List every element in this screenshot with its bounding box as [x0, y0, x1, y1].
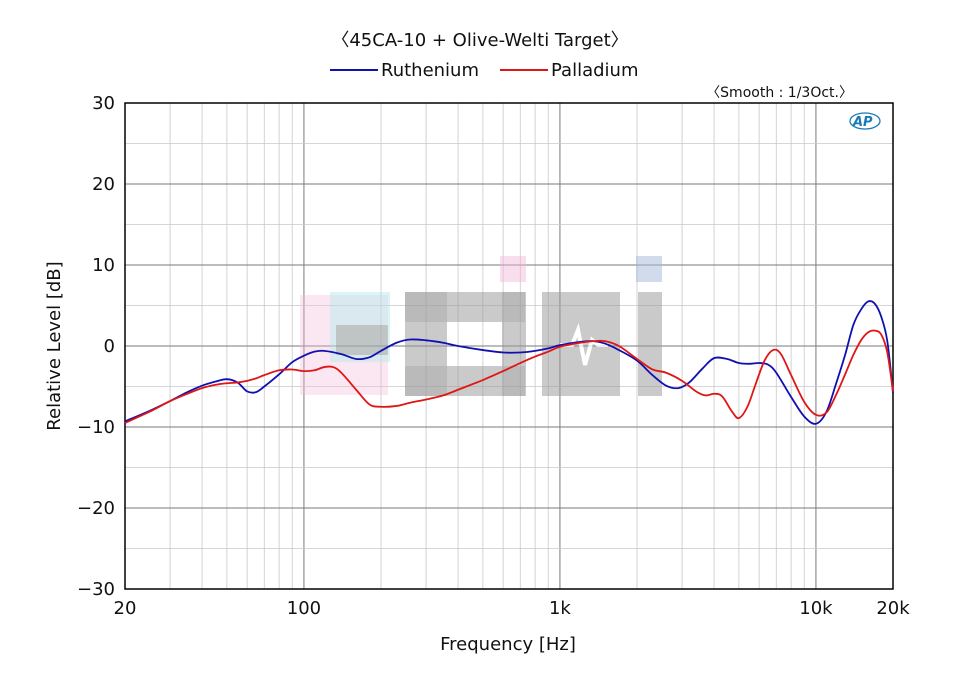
- y-axis-ticks: 30 20 10 0 −10 −20 −30: [77, 93, 115, 600]
- svg-text:AP: AP: [852, 115, 873, 130]
- legend-label-palladium: Palladium: [551, 60, 638, 81]
- smoothing-note: 〈Smooth : 1/3Oct.〉: [706, 85, 853, 101]
- series-group: [124, 300, 894, 425]
- legend-label-ruthenium: Ruthenium: [381, 60, 479, 81]
- x-axis-label: Frequency [Hz]: [440, 634, 576, 655]
- watermark-logo-icon: [300, 256, 662, 396]
- y-tick-label: −30: [77, 579, 115, 600]
- legend: Ruthenium Palladium: [330, 60, 638, 81]
- x-tick-label: 1k: [549, 598, 571, 619]
- y-axis-label: Relative Level [dB]: [44, 261, 65, 430]
- x-axis-ticks: 20 100 1k 10k 20k: [114, 598, 911, 619]
- series-line-palladium: [124, 329, 894, 424]
- y-tick-label: 30: [92, 93, 115, 114]
- x-tick-label: 20: [114, 598, 137, 619]
- y-tick-label: 0: [104, 336, 115, 357]
- chart-title: 〈45CA-10 + Olive-Welti Target〉: [331, 30, 628, 51]
- y-tick-label: −20: [77, 498, 115, 519]
- x-tick-label: 100: [287, 598, 321, 619]
- x-tick-label: 20k: [876, 598, 910, 619]
- y-tick-label: 20: [92, 174, 115, 195]
- y-tick-label: −10: [77, 417, 115, 438]
- plot-frame: [124, 102, 894, 590]
- series-line-ruthenium: [124, 300, 894, 425]
- y-tick-label: 10: [92, 255, 115, 276]
- x-tick-label: 10k: [799, 598, 833, 619]
- ap-logo-icon: AP: [849, 112, 881, 130]
